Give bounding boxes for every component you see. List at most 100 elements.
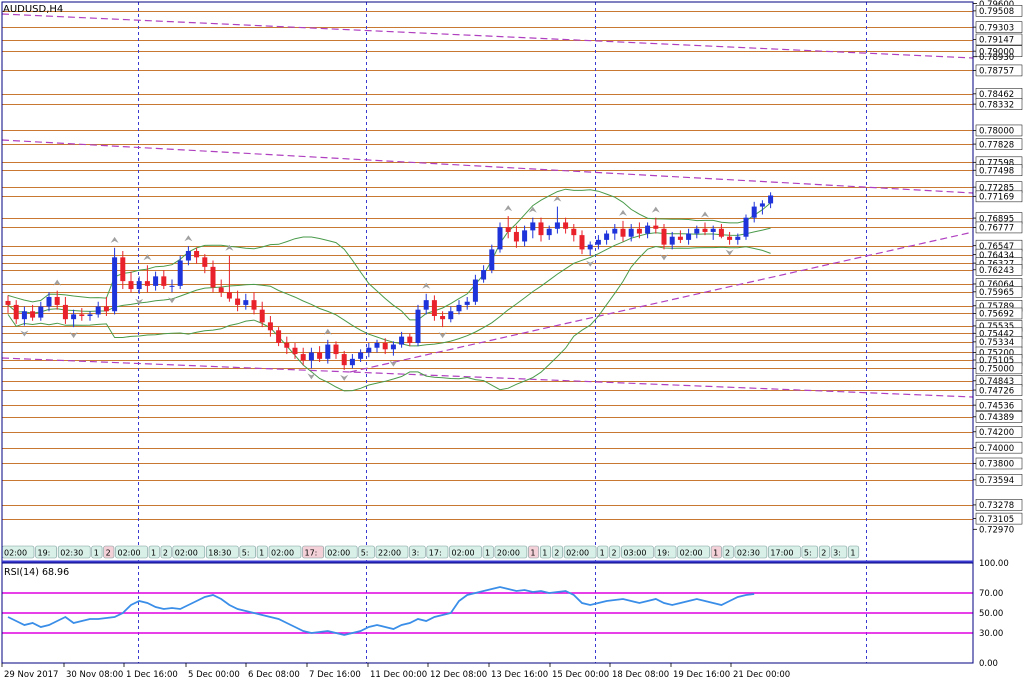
price-tick-label: 0.75965 xyxy=(979,288,1014,298)
fractal-up-marker xyxy=(53,279,62,286)
candle-body xyxy=(30,311,36,318)
candle-body xyxy=(185,250,191,261)
candle-body xyxy=(169,285,175,287)
price-tick-label: 0.74389 xyxy=(979,413,1014,423)
trend-line xyxy=(349,231,974,373)
candle-body xyxy=(194,250,200,258)
time-tag-box xyxy=(358,545,375,559)
rsi-line xyxy=(7,586,755,636)
time-tags: 02:00 19: 02:30 1 2 02:00 1 2 02:00 18:30 5: 1 02:00… xyxy=(1,545,860,559)
fractal-up-marker xyxy=(651,206,660,213)
price-tag-box xyxy=(975,512,1023,525)
time-tag-box xyxy=(482,545,494,559)
price-tag-box xyxy=(975,221,1023,234)
price-tag-box xyxy=(975,5,1023,17)
price-tag-box xyxy=(975,286,1023,298)
price-tick-label: 0.78757 xyxy=(979,67,1014,77)
candle-body xyxy=(431,300,437,317)
time-axis: 29 Nov 2017 30 Nov 08:00 1 Dec 16:00 5 Dec … xyxy=(1,663,790,680)
candle-body xyxy=(251,300,257,310)
time-tag-label: 5: xyxy=(361,549,369,558)
price-tick-label: 0.75105 xyxy=(979,356,1014,366)
time-tick-label: 12 Dec 08:00 xyxy=(430,670,487,680)
price-tick-label: 0.75692 xyxy=(979,310,1014,320)
trend-line xyxy=(1,13,974,59)
candle-body xyxy=(595,239,601,245)
time-tag-box xyxy=(710,545,722,559)
time-tag-label: 1 xyxy=(530,549,535,558)
time-tag-box xyxy=(768,545,801,559)
time-tag-label: 5: xyxy=(804,549,812,558)
price-tick-label: 0.78462 xyxy=(979,90,1014,100)
candle-body xyxy=(243,300,249,305)
trend-lines xyxy=(1,13,974,398)
bollinger-middle-line xyxy=(7,227,771,347)
candle-body xyxy=(423,300,429,310)
fractal-up-marker xyxy=(504,205,513,212)
price-tag-box xyxy=(975,98,1023,110)
time-tag-box xyxy=(539,545,551,559)
time-tick-label: 11 Dec 00:00 xyxy=(370,670,427,680)
candle-body xyxy=(136,281,142,290)
candle-body xyxy=(415,309,421,343)
time-tag-box xyxy=(551,545,563,559)
price-tick-label: 0.77828 xyxy=(979,140,1014,150)
trend-line xyxy=(1,357,974,398)
candle-body xyxy=(645,225,651,234)
time-tag-box xyxy=(677,545,710,559)
time-tag-box xyxy=(621,545,654,559)
candle-body xyxy=(21,311,27,320)
time-tag-label: 1 xyxy=(151,549,156,558)
price-tag-box xyxy=(975,362,1023,375)
bollinger-bands xyxy=(7,188,771,392)
time-tag-box xyxy=(801,545,819,559)
time-tag-box xyxy=(654,545,677,559)
time-tick-label: 18 Dec 08:00 xyxy=(612,670,669,680)
candle-body xyxy=(390,344,396,350)
price-tag-box xyxy=(975,474,1023,486)
time-tag-label: 19: xyxy=(657,549,670,558)
chart-title: AUDUSD,H4 xyxy=(3,4,63,15)
price-tag-box xyxy=(975,190,1023,203)
candle-body xyxy=(571,228,577,236)
bollinger-lower-line xyxy=(7,245,771,392)
time-tag-label: 02:00 xyxy=(680,549,703,558)
price-tick-label: 0.78332 xyxy=(979,100,1014,110)
time-tag-box xyxy=(734,545,768,559)
price-tick-label: 0.79600 xyxy=(979,0,1014,10)
time-tag-label: 02:00 xyxy=(327,549,350,558)
candle-body xyxy=(112,257,118,312)
candle-body xyxy=(177,260,183,286)
price-tick-label: 0.79508 xyxy=(979,7,1014,17)
time-tag-label: 20:00 xyxy=(497,549,520,558)
time-tag-label: 02:30 xyxy=(737,549,760,558)
time-tag-label: 3: xyxy=(412,549,420,558)
candle-body xyxy=(481,270,487,280)
fractal-up-marker xyxy=(528,206,537,213)
price-tag-box xyxy=(975,33,1023,46)
candle-body xyxy=(333,344,339,355)
rsi-tick-label: 0.00 xyxy=(979,659,998,669)
price-tick-label: 0.74843 xyxy=(979,377,1014,387)
rsi-panel-border xyxy=(1,562,974,664)
price-tick-label: 0.79000 xyxy=(979,47,1014,57)
candle-body xyxy=(727,236,733,240)
time-tag-label: 1 xyxy=(485,549,490,558)
candle-body xyxy=(5,300,11,305)
price-tick-label: 0.79303 xyxy=(979,23,1014,33)
candle-body xyxy=(456,304,462,312)
price-tag-box xyxy=(975,138,1023,150)
time-tag-box xyxy=(426,545,449,559)
time-tag-label: 2 xyxy=(821,549,826,558)
time-tag-label: 1 xyxy=(94,549,99,558)
price-tick-label: 0.73105 xyxy=(979,515,1014,525)
candle-body xyxy=(103,306,109,312)
price-tick-label: 0.74726 xyxy=(979,386,1014,396)
time-tag-box xyxy=(57,545,91,559)
time-tag-box xyxy=(494,545,528,559)
candle-body xyxy=(538,222,544,236)
candle-body xyxy=(636,228,642,234)
price-tick-label: 0.79147 xyxy=(979,36,1014,46)
time-tick-label: 6 Dec 08:00 xyxy=(248,670,300,680)
price-tick-label: 0.78930 xyxy=(979,53,1014,63)
